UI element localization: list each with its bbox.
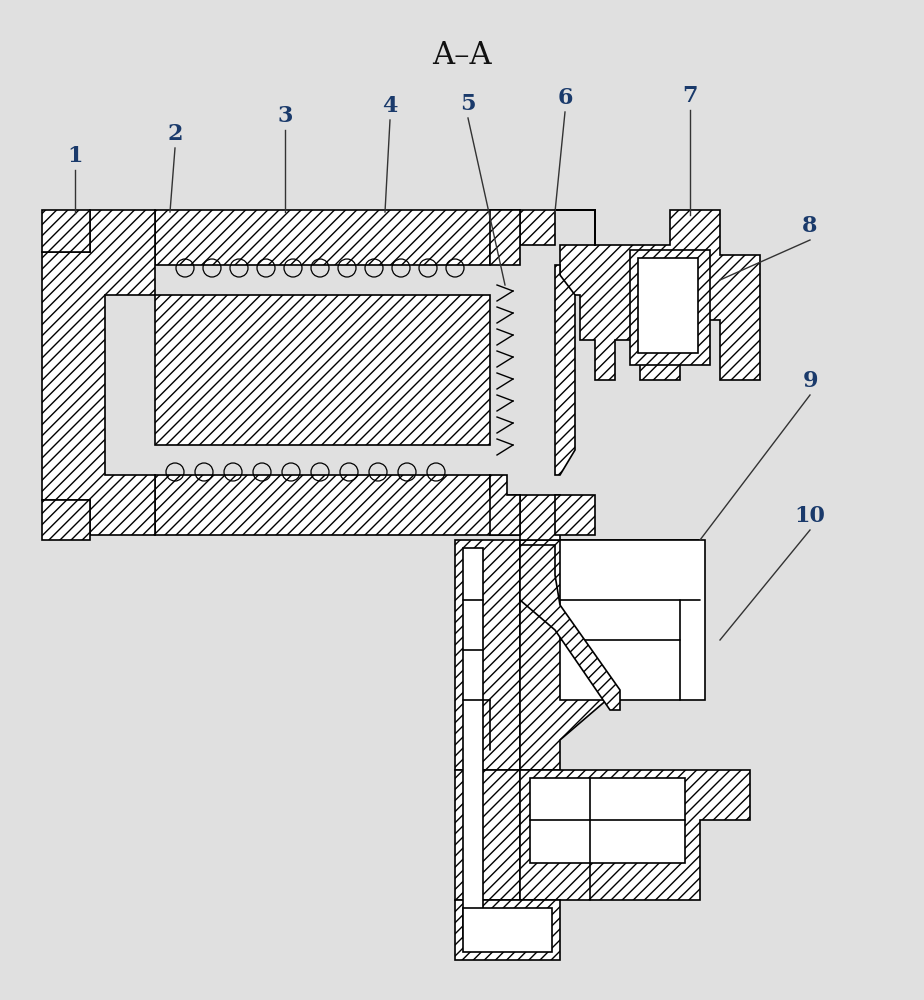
- Polygon shape: [520, 495, 560, 540]
- Text: 5: 5: [460, 93, 476, 115]
- Polygon shape: [520, 540, 700, 770]
- Polygon shape: [42, 210, 155, 535]
- Text: 1: 1: [67, 145, 83, 167]
- Text: A–A: A–A: [432, 39, 492, 70]
- Polygon shape: [520, 545, 620, 710]
- Polygon shape: [155, 475, 520, 535]
- Polygon shape: [42, 210, 90, 252]
- Polygon shape: [42, 500, 90, 540]
- Polygon shape: [490, 475, 520, 535]
- Polygon shape: [490, 210, 520, 265]
- Text: 9: 9: [802, 370, 818, 392]
- Polygon shape: [555, 495, 595, 535]
- Text: 8: 8: [802, 215, 818, 237]
- Polygon shape: [638, 258, 698, 353]
- Text: 7: 7: [682, 85, 698, 107]
- Polygon shape: [463, 548, 483, 938]
- Polygon shape: [520, 210, 760, 380]
- Polygon shape: [560, 540, 705, 700]
- Polygon shape: [630, 250, 710, 365]
- Polygon shape: [155, 295, 490, 445]
- Polygon shape: [530, 778, 685, 863]
- Polygon shape: [555, 265, 575, 475]
- Polygon shape: [455, 540, 520, 770]
- Polygon shape: [455, 900, 560, 960]
- Text: 10: 10: [795, 505, 825, 527]
- Polygon shape: [455, 770, 520, 900]
- Text: 3: 3: [277, 105, 293, 127]
- Text: 6: 6: [557, 87, 573, 109]
- Polygon shape: [155, 210, 520, 265]
- Polygon shape: [520, 770, 750, 900]
- Text: 4: 4: [383, 95, 397, 117]
- Polygon shape: [463, 908, 552, 952]
- Text: 2: 2: [167, 123, 183, 145]
